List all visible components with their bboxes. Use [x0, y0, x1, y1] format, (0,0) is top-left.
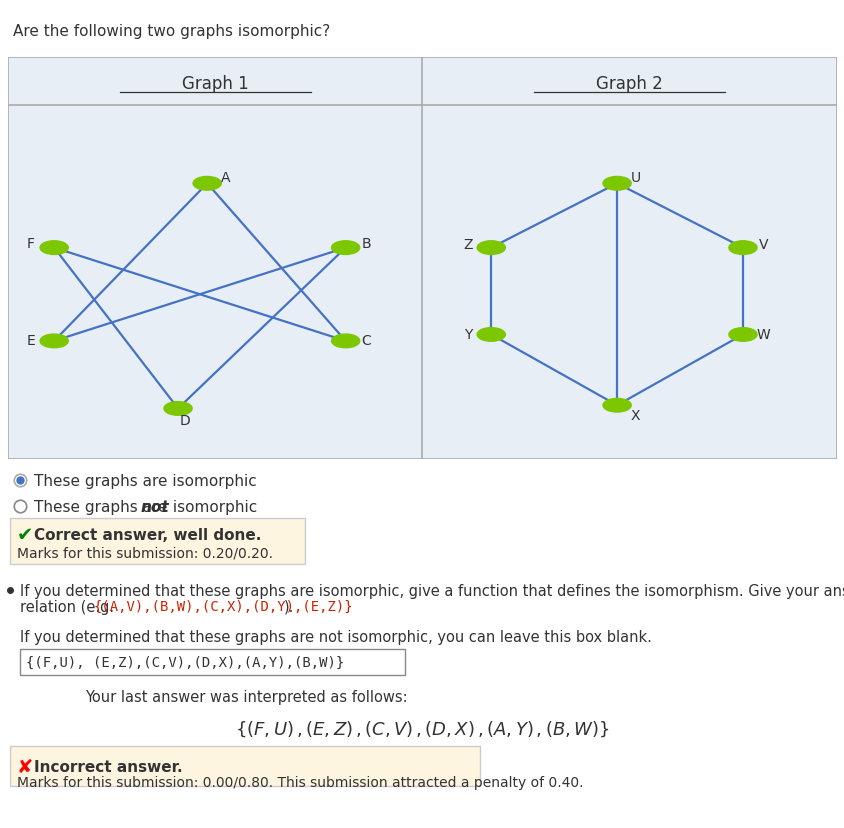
Text: Marks for this submission: 0.20/0.20.: Marks for this submission: 0.20/0.20.	[17, 546, 273, 560]
Text: Graph 2: Graph 2	[596, 75, 662, 93]
FancyBboxPatch shape	[20, 649, 404, 676]
Text: {(A,V),(B,W),(C,X),(D,Y),(E,Z)}: {(A,V),(B,W),(C,X),(D,Y),(E,Z)}	[94, 599, 353, 614]
Text: These graphs are isomorphic: These graphs are isomorphic	[34, 473, 257, 489]
Text: Graph 1: Graph 1	[182, 75, 248, 93]
Text: F: F	[27, 237, 35, 251]
Text: If you determined that these graphs are not isomorphic, you can leave this box b: If you determined that these graphs are …	[20, 629, 651, 644]
Text: Correct answer, well done.: Correct answer, well done.	[34, 527, 261, 542]
Circle shape	[164, 402, 192, 416]
Circle shape	[603, 399, 630, 412]
Text: Marks for this submission: 0.00/0.80. This submission attracted a penalty of 0.4: Marks for this submission: 0.00/0.80. Th…	[17, 775, 583, 789]
Circle shape	[728, 328, 756, 342]
Circle shape	[477, 328, 505, 342]
Text: U: U	[630, 171, 640, 185]
Text: D: D	[179, 413, 190, 427]
Text: ✘: ✘	[17, 757, 33, 776]
FancyBboxPatch shape	[8, 58, 836, 460]
Text: isomorphic: isomorphic	[168, 499, 257, 514]
Text: Are the following two graphs isomorphic?: Are the following two graphs isomorphic?	[13, 23, 329, 39]
Text: If you determined that these graphs are isomorphic, give a function that defines: If you determined that these graphs are …	[20, 583, 844, 598]
Text: A: A	[220, 171, 230, 185]
Text: {(F,U), (E,Z),(C,V),(D,X),(A,Y),(B,W)}: {(F,U), (E,Z),(C,V),(D,X),(A,Y),(B,W)}	[26, 655, 344, 669]
FancyBboxPatch shape	[10, 518, 305, 565]
Circle shape	[603, 177, 630, 191]
Text: Incorrect answer.: Incorrect answer.	[34, 758, 182, 773]
Text: ✔: ✔	[17, 525, 33, 544]
Text: relation (e.g.: relation (e.g.	[20, 599, 119, 614]
Circle shape	[331, 242, 360, 255]
Text: Z: Z	[463, 238, 473, 251]
Text: These graphs are: These graphs are	[34, 499, 172, 514]
Text: Y: Y	[463, 327, 472, 341]
Text: C: C	[361, 334, 371, 348]
Text: ).: ).	[284, 599, 294, 614]
Text: V: V	[758, 238, 767, 251]
FancyBboxPatch shape	[10, 746, 479, 786]
Text: $\{(F,U)\,,(E,Z)\,,(C,V)\,,(D,X)\,,(A,Y)\,,(B,W)\}$: $\{(F,U)\,,(E,Z)\,,(C,V)\,,(D,X)\,,(A,Y)…	[235, 719, 609, 738]
Text: not: not	[141, 499, 170, 514]
Text: E: E	[26, 334, 35, 348]
Circle shape	[728, 242, 756, 255]
Text: Your last answer was interpreted as follows:: Your last answer was interpreted as foll…	[85, 689, 407, 704]
Circle shape	[331, 335, 360, 349]
Circle shape	[193, 177, 221, 191]
Circle shape	[477, 242, 505, 255]
Text: X: X	[630, 409, 639, 423]
Text: B: B	[361, 237, 371, 251]
Circle shape	[40, 242, 68, 255]
Circle shape	[40, 335, 68, 349]
Text: W: W	[756, 327, 770, 341]
